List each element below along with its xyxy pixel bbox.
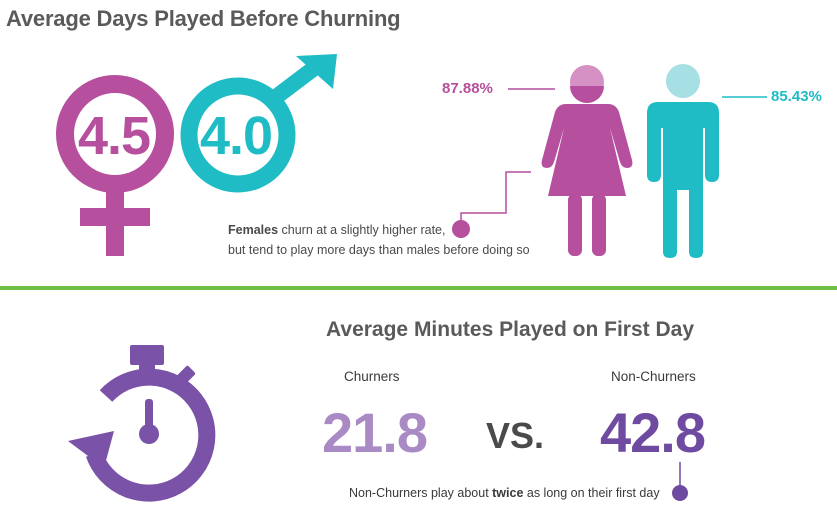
woman-figure-icon <box>541 65 633 256</box>
note-connector-line <box>460 171 531 229</box>
male-churn-pct: 85.43% <box>771 88 822 105</box>
gender-note-line1-rest: churn at a slightly higher rate, <box>278 223 446 237</box>
stopwatch-icon <box>68 345 216 502</box>
gender-note-line2: but tend to play more days than males be… <box>228 243 530 257</box>
minutes-note-post: as long on their first day <box>523 486 660 500</box>
male-symbol-icon <box>180 54 337 193</box>
non-churners-value: 42.8 <box>600 401 706 464</box>
minutes-note: Non-Churners play about twice as long on… <box>349 486 660 500</box>
female-churn-pct: 87.88% <box>442 80 493 97</box>
gender-note-line1: Females churn at a slightly higher rate, <box>228 220 548 240</box>
page-title: Average Days Played Before Churning <box>6 6 401 31</box>
gender-note: Females churn at a slightly higher rate,… <box>228 220 548 260</box>
section-title: Average Minutes Played on First Day <box>326 318 695 341</box>
minutes-note-pre: Non-Churners play about <box>349 486 493 500</box>
note-connector-dot <box>452 220 470 238</box>
minutes-note-bold: twice <box>492 486 524 500</box>
male-days-value: 4.0 <box>200 106 273 166</box>
female-symbol-icon <box>56 75 174 256</box>
vs-label: VS. <box>486 415 545 456</box>
churners-value: 21.8 <box>322 401 428 464</box>
churners-label: Churners <box>344 369 400 384</box>
non-churners-label: Non-Churners <box>611 369 696 384</box>
man-figure-icon <box>647 64 719 258</box>
section-divider <box>0 286 837 290</box>
gender-note-bold: Females <box>228 223 279 237</box>
bottom-note-dot <box>672 485 688 501</box>
female-days-value: 4.5 <box>78 106 151 166</box>
